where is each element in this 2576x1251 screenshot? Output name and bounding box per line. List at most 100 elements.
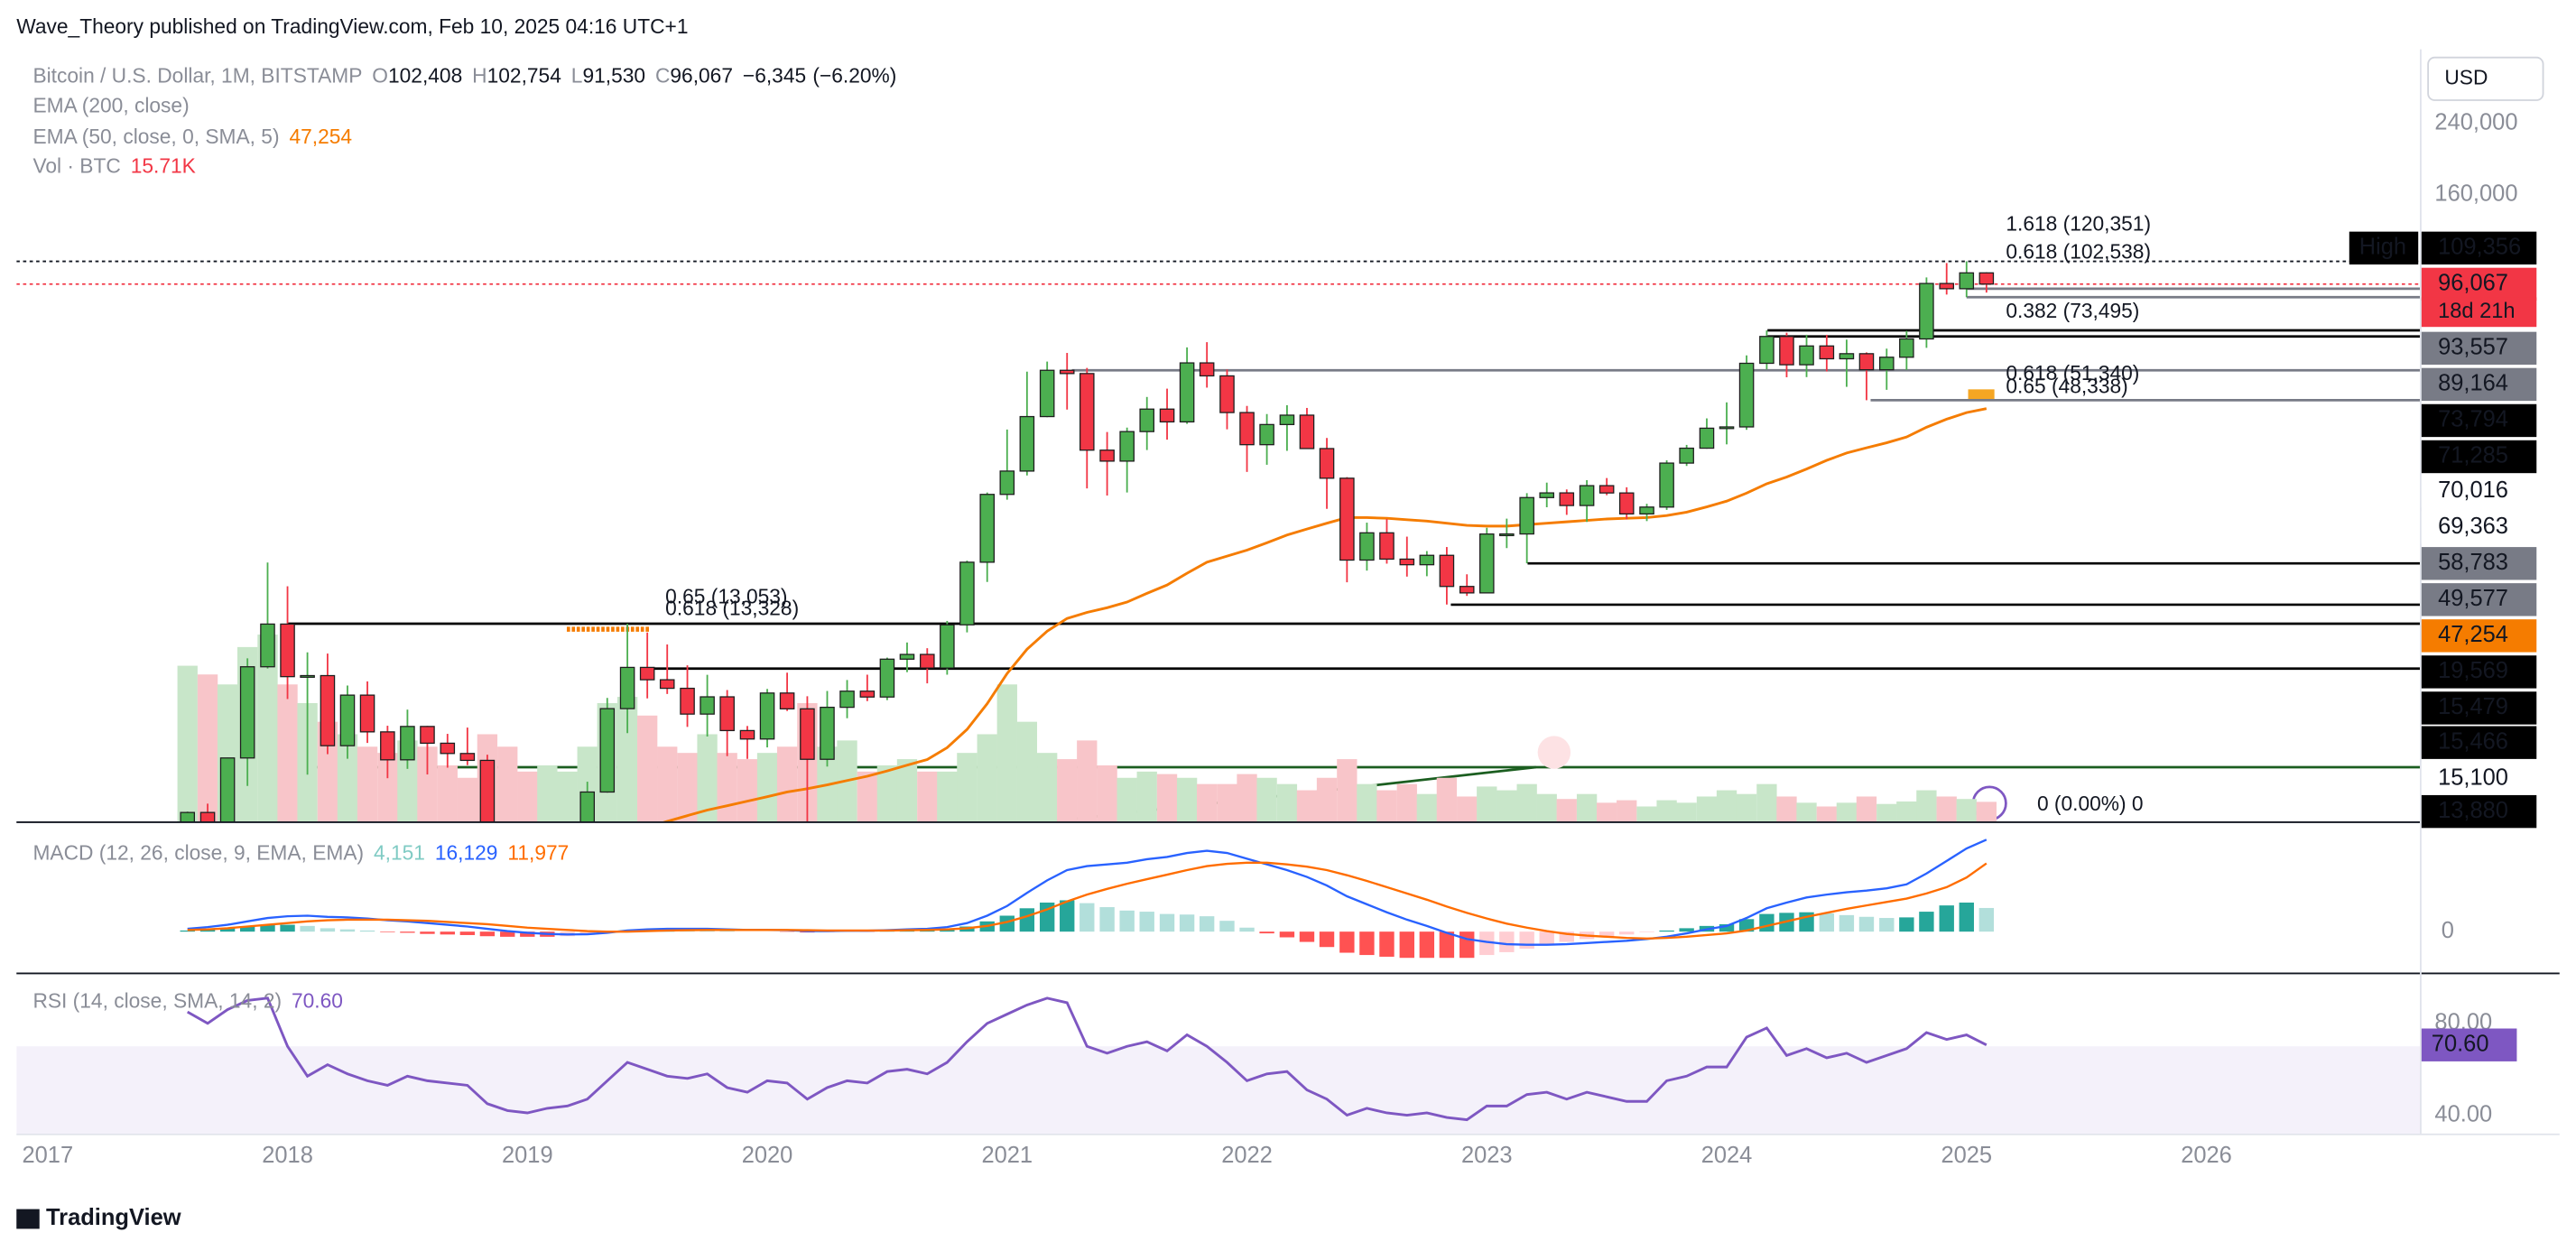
legend-item: 11,977 [507,840,569,864]
histogram-bar [1379,931,1395,957]
histogram-bar [1978,907,1995,932]
histogram-bar [440,931,455,935]
volume-bar [1196,783,1218,822]
histogram-bar [1060,900,1075,932]
candle-body [659,679,675,690]
volume-bar [1477,786,1497,822]
candle-body [440,742,456,755]
histogram-bar [1459,931,1475,959]
volume-bar [1676,802,1697,822]
volume-bar [1536,793,1557,822]
histogram-bar [1339,931,1355,953]
histogram-bar [459,931,476,935]
volume-bar [377,753,398,822]
candle-body [1738,362,1755,428]
histogram-bar [1179,914,1195,932]
candle-body [639,666,655,681]
volume-bar [977,734,997,822]
brand-name: TradingView [46,1205,181,1230]
event-marker [1537,736,1571,769]
histogram-bar [1479,931,1495,956]
tag: 18d 21h [2438,300,2516,323]
candle-body [1359,532,1375,561]
price-label: 93,557 [2438,335,2508,360]
volume-bar [857,771,878,822]
histogram-bar [1598,931,1615,937]
histogram-bar [219,928,236,932]
candle-body [759,692,775,740]
price-label: 58,783 [2438,550,2508,575]
legend-item: 16,129 [435,840,498,864]
currency-box[interactable] [2427,56,2544,101]
candle-body [920,653,935,669]
histogram-bar [1279,931,1295,938]
volume-bar [1617,800,1637,822]
volume-bar [1876,803,1897,822]
histogram-bar [1399,931,1414,959]
legend-item: EMA (50, close, 0, SMA, 5) [32,125,279,148]
candle-body [359,694,375,733]
candle-body [1699,427,1715,449]
histogram-bar [1919,912,1934,932]
annotation: 0.382 (73,495) [2006,299,2139,322]
annotation: 1.618 (120,351) [2006,211,2151,235]
value-label-box [2421,1028,2517,1061]
currency[interactable]: USD [2444,65,2488,88]
histogram-bar [400,931,415,933]
candle-body [1858,353,1875,371]
plot-area [16,996,2421,1134]
volume-bar [1796,802,1817,822]
candle-body [1559,492,1575,506]
price-label-box [2421,511,2537,544]
tag: High [2359,235,2406,260]
histogram-bar [1639,931,1654,932]
candle-body [380,731,395,761]
volume-bar [537,764,558,822]
candle-body [800,708,815,760]
volume-bar [1816,806,1838,822]
volume-bar [317,721,338,822]
volume-bar [417,746,438,822]
macd-line [187,839,1988,946]
candle-body [280,623,295,678]
histogram-bar [1019,908,1035,932]
x-tick-label: 2018 [262,1143,313,1168]
value-label: 70.60 [2432,1031,2489,1056]
legend-value: 91,530 [582,64,645,88]
histogram-bar [1259,931,1274,934]
histogram-bar [1199,916,1215,932]
price-label: 19,569 [2438,658,2508,683]
annotation: 0.618 (102,538) [2006,239,2151,263]
candle-body [1379,532,1395,561]
histogram-bar [500,931,515,937]
volume-bar [397,740,418,822]
candle-body [1639,506,1654,515]
candle-body [320,674,336,746]
legend-key: C [655,64,670,88]
brand: TradingView [16,1205,181,1230]
candle-body [820,706,835,760]
price-label: 96,067 [2438,271,2508,296]
price-label-box [2421,475,2537,508]
candle-body [1059,369,1075,375]
candle-body [1259,423,1274,446]
x-tick-label: 2020 [742,1143,793,1168]
price-label-box [2421,655,2537,689]
volume-bar [996,684,1017,822]
legend-item: MACD (12, 26, close, 9, EMA, EMA) [32,840,364,864]
candle-body [779,692,795,709]
legend-title: Bitcoin / U.S. Dollar, 1M, BITSTAMP [32,64,362,88]
candle-body [459,753,476,762]
price-label-box [2421,583,2537,616]
legend-key: H [472,64,486,88]
candle-body [1199,362,1215,377]
legend-item: EMA (200, close) [32,93,189,116]
volume-bar [1016,721,1038,822]
price-label: 70,016 [2438,477,2508,503]
ema-line [663,407,1988,822]
volume-bar [876,764,898,822]
y-tick-label: 0 [2442,918,2454,943]
price-label-box [2421,367,2537,402]
y-tick-label: 160,000 [2434,181,2517,206]
